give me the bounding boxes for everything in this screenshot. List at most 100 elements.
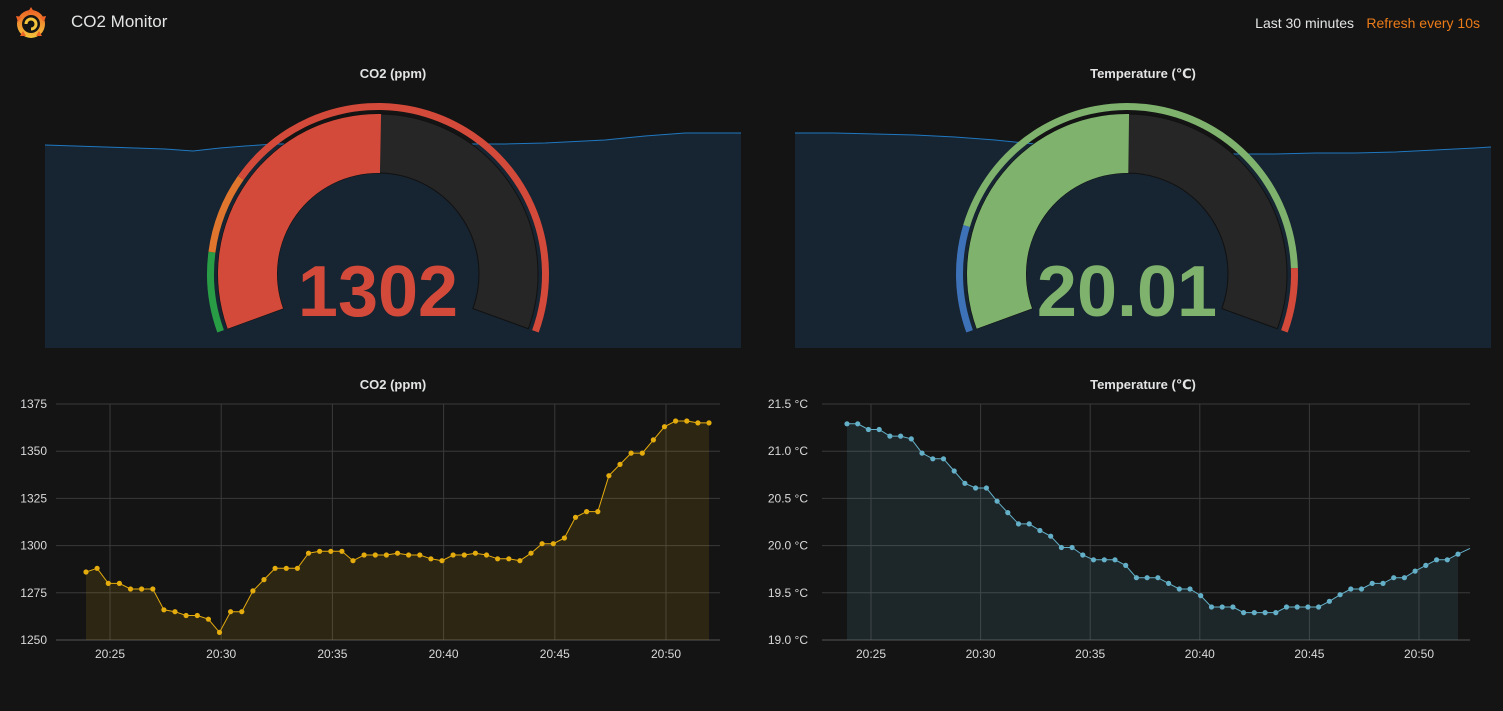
co2-data-point [517, 558, 523, 564]
temp-data-point [973, 485, 979, 491]
temp-data-point [844, 421, 850, 427]
co2-data-point [417, 552, 423, 558]
co2-data-point [550, 541, 556, 547]
temp-data-point [1037, 527, 1043, 534]
temp-data-point [1294, 604, 1300, 610]
co2-data-point [305, 550, 312, 556]
co2-data-point [194, 612, 200, 619]
co2-gauge-value: 1302 [298, 252, 458, 332]
temp-data-point [919, 450, 925, 456]
refresh-interval[interactable]: Refresh every 10s [1366, 15, 1480, 31]
time-range-picker[interactable]: Last 30 minutes [1255, 15, 1354, 31]
temp-data-point [887, 433, 893, 439]
co2-data-point [339, 548, 345, 554]
temp-graph-panel[interactable]: 21.5 °C 21.0 °C 20.5 °C 20.0 °C 19.5 °C 19.0 … [752, 390, 1492, 680]
co2-x-tick-label: 20:35 [317, 647, 347, 661]
temp-data-point [1444, 557, 1450, 563]
temp-data-point [1316, 604, 1322, 610]
co2-data-point [83, 569, 89, 575]
co2-data-point [606, 473, 612, 479]
temp-data-point [1015, 521, 1022, 527]
temp-x-tick-label: 20:25 [856, 647, 886, 661]
co2-data-point [561, 535, 568, 541]
co2-data-point [161, 607, 167, 613]
co2-data-point [294, 565, 300, 571]
temp-data-point [1112, 557, 1118, 563]
co2-gauge-fill [218, 114, 382, 329]
temp-data-point [1101, 557, 1107, 563]
co2-data-point [350, 558, 356, 564]
temp-data-point [1337, 592, 1343, 598]
temp-data-point [1273, 610, 1279, 616]
temp-data-point [1123, 562, 1129, 568]
temp-series-area [847, 423, 1458, 640]
top-bar: CO2 Monitor Last 30 minutes Refresh ever… [0, 0, 1503, 46]
co2-data-point [639, 450, 645, 456]
co2-data-point [539, 541, 545, 547]
co2-data-point [272, 565, 278, 571]
temp-gauge-fill [967, 114, 1130, 329]
temp-data-point [855, 421, 861, 427]
co2-data-point [661, 424, 668, 430]
co2-data-point [105, 580, 111, 586]
co2-y-tick-label: 1350 [20, 444, 47, 458]
co2-gauge-panel-title[interactable]: CO2 (ppm) [359, 66, 427, 81]
temp-data-point [994, 498, 1000, 504]
co2-y-tick-label: 1300 [20, 539, 47, 553]
co2-data-point [261, 577, 267, 583]
temp-y-tick-label: 21.5 °C [768, 397, 808, 411]
co2-data-point [383, 552, 389, 558]
temp-data-point [876, 426, 882, 433]
temp-data-point [930, 456, 936, 462]
temp-data-point [951, 468, 957, 474]
co2-series-area [86, 421, 709, 640]
co2-graph-panel[interactable]: 1375 1350 1325 1300 1275 1250 20:25 20:30 20:35 2… [0, 390, 740, 680]
temp-data-point [1069, 544, 1075, 551]
temp-data-point [1380, 580, 1386, 586]
temp-threshold-band-0 [956, 224, 973, 333]
temp-x-tick-label: 20:40 [1185, 647, 1215, 661]
temp-data-point [1155, 575, 1161, 581]
temp-data-point [1401, 575, 1407, 581]
temp-data-point [1058, 544, 1064, 551]
temp-data-point [1219, 604, 1225, 610]
co2-data-point [239, 609, 245, 615]
co2-threshold-band-1 [208, 175, 244, 253]
temp-data-point [962, 480, 968, 486]
temp-y-tick-label: 21.0 °C [768, 444, 808, 458]
temp-data-point [1198, 593, 1204, 599]
temp-y-tick-label: 19.0 °C [768, 633, 808, 647]
co2-data-point [461, 552, 467, 558]
co2-data-point [572, 514, 579, 520]
temp-data-point [1348, 586, 1354, 592]
co2-data-point [216, 629, 223, 635]
temp-data-point [1187, 586, 1193, 592]
co2-data-point [250, 588, 256, 594]
co2-x-tick-label: 20:30 [206, 647, 236, 661]
co2-y-tick-label: 1250 [20, 633, 47, 647]
grafana-logo-icon[interactable] [12, 4, 50, 42]
co2-data-point [706, 420, 712, 426]
co2-data-point [428, 556, 434, 562]
co2-data-point [628, 450, 634, 456]
co2-data-point [150, 586, 156, 592]
temp-data-point [1133, 575, 1139, 581]
co2-y-tick-label: 1375 [20, 397, 47, 411]
co2-x-tick-label: 20:40 [429, 647, 459, 661]
temp-y-tick-label: 20.5 °C [768, 491, 808, 505]
temp-data-point [1358, 586, 1365, 592]
co2-data-point [94, 565, 100, 571]
temp-data-point [1241, 610, 1247, 616]
temp-data-point [1391, 575, 1397, 581]
temp-graph-panel-title[interactable]: Temperature (℃) [1090, 377, 1196, 392]
temp-x-tick-label: 20:35 [1075, 647, 1105, 661]
dashboard-title[interactable]: CO2 Monitor [71, 12, 168, 31]
co2-gauge-arcs [207, 102, 550, 333]
temp-data-point [1412, 568, 1418, 574]
co2-data-point [139, 586, 145, 592]
co2-graph-panel-title[interactable]: CO2 (ppm) [359, 377, 427, 392]
temp-data-point [1369, 580, 1375, 586]
temp-x-tick-label: 20:45 [1294, 647, 1324, 661]
temp-gauge-panel-title[interactable]: Temperature (℃) [1090, 66, 1196, 81]
temp-data-point [1305, 604, 1311, 610]
